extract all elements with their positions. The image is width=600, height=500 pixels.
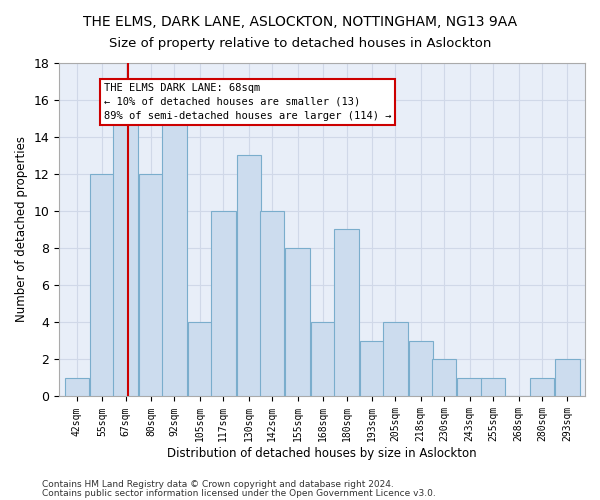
- Bar: [260, 211, 284, 396]
- Bar: [90, 174, 115, 396]
- Bar: [65, 378, 89, 396]
- Y-axis label: Number of detached properties: Number of detached properties: [15, 136, 28, 322]
- Text: Size of property relative to detached houses in Aslockton: Size of property relative to detached ho…: [109, 38, 491, 51]
- Text: THE ELMS, DARK LANE, ASLOCKTON, NOTTINGHAM, NG13 9AA: THE ELMS, DARK LANE, ASLOCKTON, NOTTINGH…: [83, 15, 517, 29]
- Bar: [530, 378, 554, 396]
- Bar: [409, 341, 433, 396]
- Text: THE ELMS DARK LANE: 68sqm
← 10% of detached houses are smaller (13)
89% of semi-: THE ELMS DARK LANE: 68sqm ← 10% of detac…: [104, 83, 392, 121]
- Bar: [139, 174, 163, 396]
- Bar: [555, 360, 580, 397]
- Bar: [432, 360, 457, 397]
- Text: Contains HM Land Registry data © Crown copyright and database right 2024.: Contains HM Land Registry data © Crown c…: [42, 480, 394, 489]
- Bar: [360, 341, 384, 396]
- Bar: [188, 322, 212, 396]
- Bar: [211, 211, 236, 396]
- Bar: [286, 248, 310, 396]
- Bar: [311, 322, 335, 396]
- Bar: [334, 230, 359, 396]
- Bar: [236, 156, 261, 396]
- Bar: [383, 322, 407, 396]
- Bar: [162, 118, 187, 396]
- Bar: [481, 378, 505, 396]
- Text: Contains public sector information licensed under the Open Government Licence v3: Contains public sector information licen…: [42, 488, 436, 498]
- Bar: [113, 118, 138, 396]
- Bar: [457, 378, 482, 396]
- X-axis label: Distribution of detached houses by size in Aslockton: Distribution of detached houses by size …: [167, 447, 477, 460]
